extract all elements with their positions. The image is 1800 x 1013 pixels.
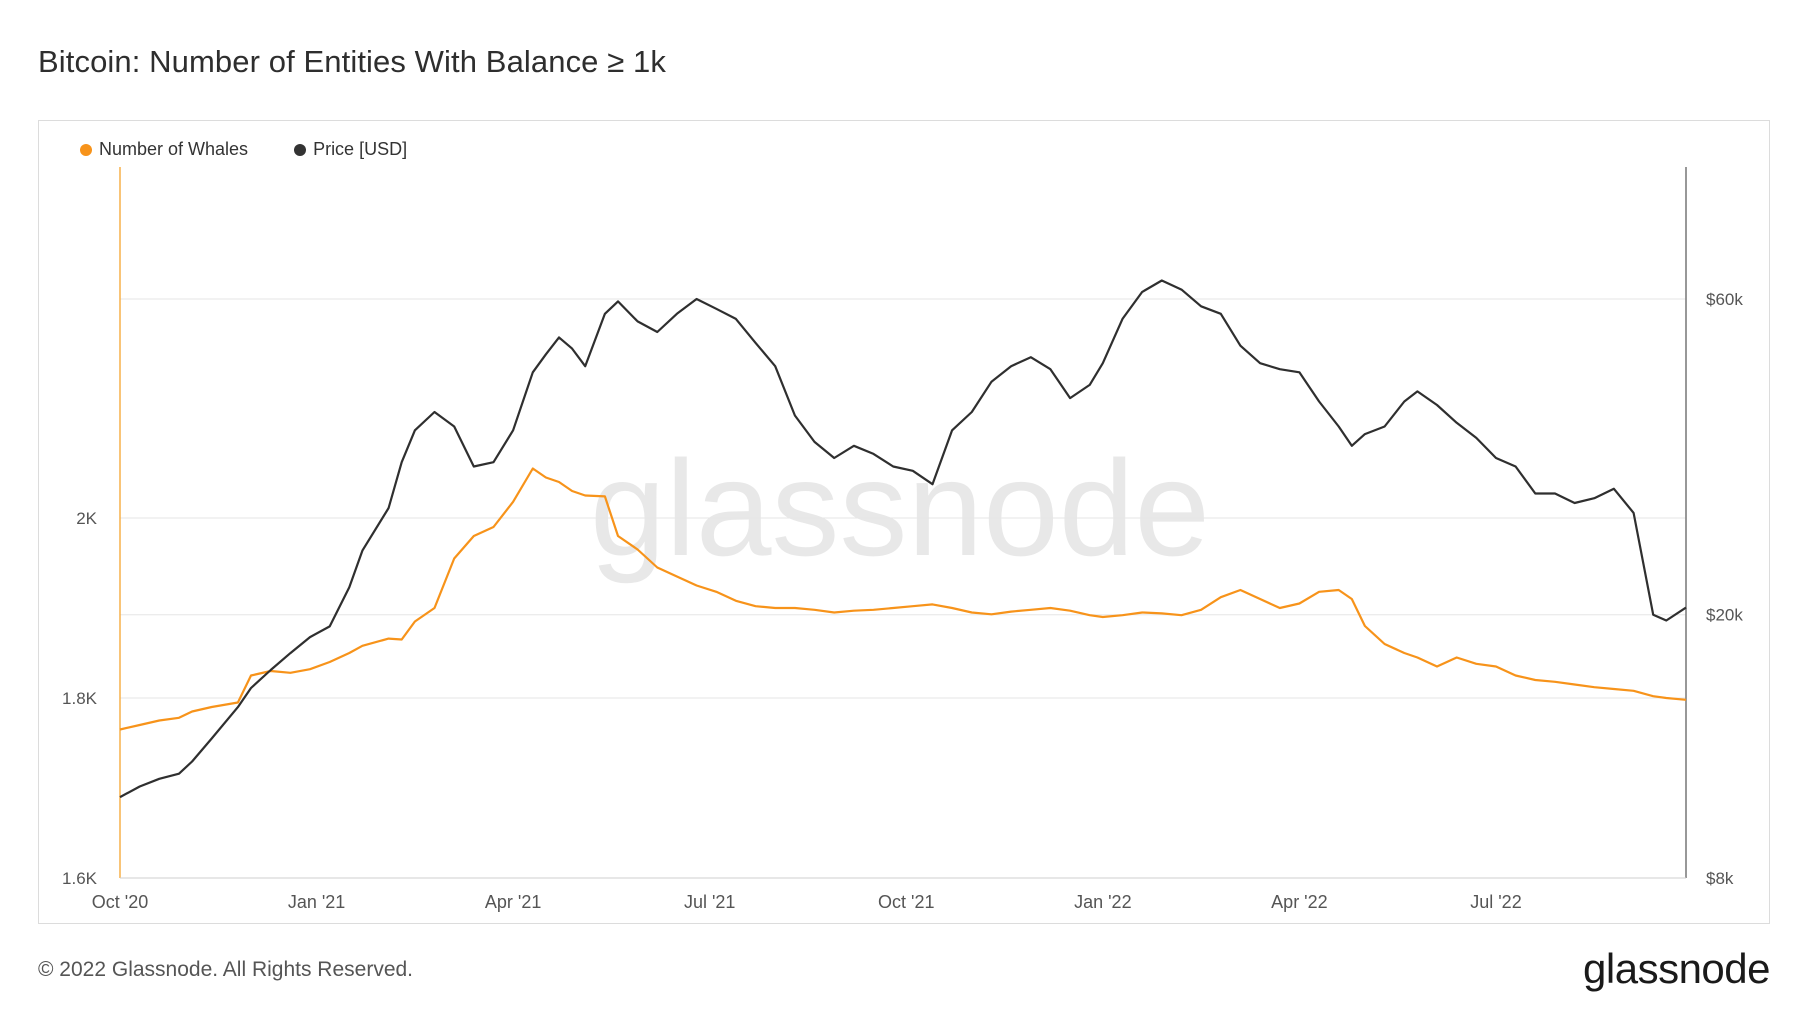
chart-frame xyxy=(38,120,1770,924)
x-tick-label: Oct '21 xyxy=(878,892,934,912)
y-left-tick-label: 1.8K xyxy=(62,689,98,708)
series-line-whales xyxy=(119,467,1687,731)
x-tick-label: Jul '21 xyxy=(684,892,735,912)
y-right-tick-label: $8k xyxy=(1706,869,1734,888)
x-tick-labels: Oct '20 Jan '21 Apr '21 Jul '21 Oct '21 Jan '… xyxy=(92,892,1522,912)
x-tick-label: Apr '21 xyxy=(485,892,541,912)
x-tick-label: Apr '22 xyxy=(1271,892,1327,912)
chart-title: Bitcoin: Number of Entities With Balance… xyxy=(38,44,666,79)
price-dot-icon xyxy=(294,143,307,156)
legend-item-price[interactable]: Price [USD] xyxy=(294,139,407,160)
legend: Number of Whales Price [USD] xyxy=(80,139,407,160)
series-lines xyxy=(119,279,1687,799)
x-tick-label: Jul '22 xyxy=(1470,892,1521,912)
y-right-tick-labels: $8k $20k $60k xyxy=(1706,290,1743,888)
y-right-tick-label: $20k xyxy=(1706,606,1743,625)
y-right-tick-label: $60k xyxy=(1706,290,1743,309)
y-left-tick-label: 2K xyxy=(76,509,97,528)
glassnode-logo: glassnode xyxy=(1583,945,1770,992)
x-tick-label: Jan '21 xyxy=(288,892,345,912)
legend-label-whales: Number of Whales xyxy=(99,139,249,159)
axes xyxy=(119,167,1687,879)
series-line-price xyxy=(119,279,1687,799)
copyright: © 2022 Glassnode. All Rights Reserved. xyxy=(38,958,414,981)
legend-label-price: Price [USD] xyxy=(313,139,408,159)
y-left-tick-label: 1.6K xyxy=(62,869,98,888)
y-left-tick-labels: 1.6K 1.8K 2K xyxy=(62,509,98,888)
legend-item-whales[interactable]: Number of Whales xyxy=(80,139,248,160)
x-tick-label: Jan '22 xyxy=(1074,892,1131,912)
x-tick-label: Oct '20 xyxy=(92,892,148,912)
gridlines xyxy=(120,298,1686,879)
watermark: glassnode xyxy=(590,432,1210,584)
whales-dot-icon xyxy=(80,143,92,156)
